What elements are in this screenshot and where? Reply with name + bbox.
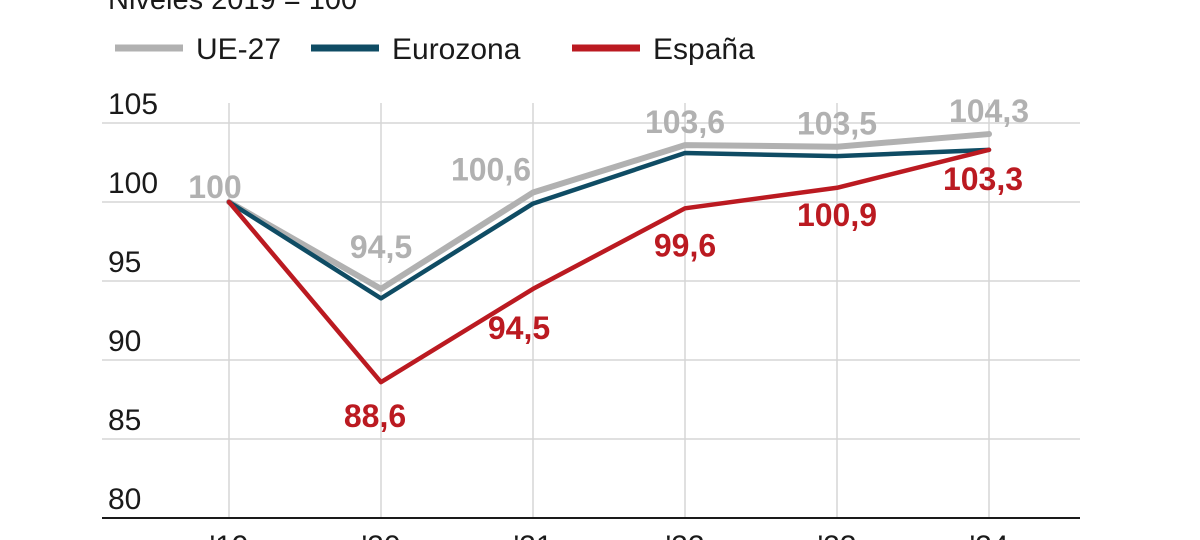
series-line-ue27 bbox=[226, 131, 992, 292]
data-label-ue27: 104,3 bbox=[949, 93, 1029, 129]
series-line-eurozona bbox=[226, 147, 992, 301]
x-tick-label: '20 bbox=[361, 530, 400, 540]
x-axis: '19 '20 '21 '22 '23 '24 bbox=[209, 530, 1008, 540]
data-label-ue27: 103,6 bbox=[645, 104, 725, 140]
y-tick-label: 85 bbox=[108, 404, 141, 437]
legend-label-eurozona: Eurozona bbox=[392, 33, 521, 66]
y-tick-label: 80 bbox=[108, 483, 141, 516]
data-label-ue27: 103,5 bbox=[797, 106, 877, 142]
data-label-ue27: 94,5 bbox=[350, 229, 412, 265]
x-tick-label: '21 bbox=[513, 530, 552, 540]
x-tick-label: '23 bbox=[817, 530, 856, 540]
data-label-espana: 88,6 bbox=[344, 398, 406, 434]
data-labels: 100 94,5 100,6 103,6 103,5 104,3 88,6 94,5 99,6 1… bbox=[188, 93, 1029, 434]
x-tick-label: '22 bbox=[665, 530, 704, 540]
grid bbox=[102, 103, 1080, 519]
data-label-espana: 99,6 bbox=[654, 227, 716, 263]
data-label-ue27: 100,6 bbox=[451, 152, 531, 188]
data-label-espana: 100,9 bbox=[797, 197, 877, 233]
chart-subtitle: Niveles 2019 = 100 bbox=[108, 0, 357, 16]
legend: UE-27 Eurozona España bbox=[115, 33, 755, 66]
y-tick-label: 95 bbox=[108, 246, 141, 279]
y-tick-label: 100 bbox=[108, 167, 158, 200]
data-label-espana: 94,5 bbox=[488, 310, 550, 346]
x-tick-label: '24 bbox=[969, 530, 1008, 540]
x-tick-label: '19 bbox=[209, 530, 248, 540]
data-label-espana: 103,3 bbox=[943, 161, 1023, 197]
legend-label-ue27: UE-27 bbox=[196, 33, 281, 66]
legend-label-espana: España bbox=[653, 33, 755, 66]
series-line-espana bbox=[226, 147, 992, 385]
series-lines bbox=[226, 131, 992, 385]
data-label-ue27: 100 bbox=[188, 169, 241, 205]
y-axis: 80 85 90 95 100 105 bbox=[108, 88, 158, 516]
y-tick-label: 90 bbox=[108, 325, 141, 358]
y-tick-label: 105 bbox=[108, 88, 158, 121]
